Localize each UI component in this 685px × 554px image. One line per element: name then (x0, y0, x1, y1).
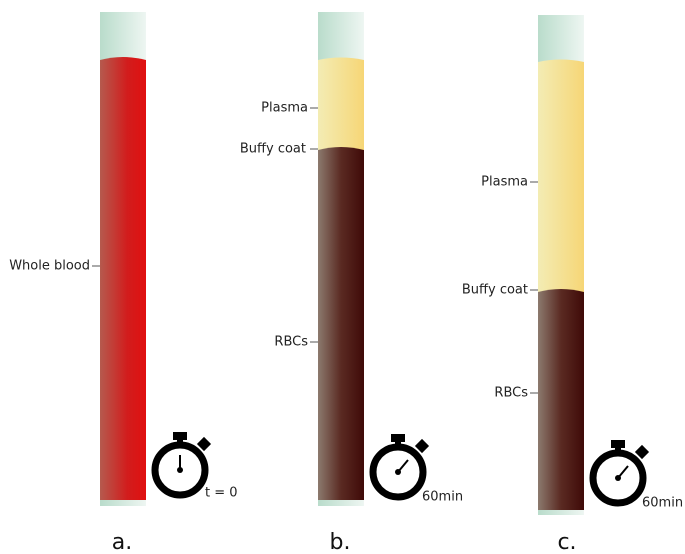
timer-label: 60min (642, 496, 683, 511)
tube-b: Plasma Buffy coat RBCs 60min b. (240, 12, 463, 554)
tube-cap (100, 12, 146, 60)
tube-cap (538, 15, 584, 62)
panel-caption: c. (557, 530, 576, 554)
layer-label: Plasma (261, 101, 308, 116)
panel-caption: b. (330, 530, 351, 554)
timer-label: 60min (422, 490, 463, 505)
tube-cap (318, 12, 364, 60)
plasma-layer (538, 59, 584, 292)
plasma-layer (318, 57, 364, 150)
tube-bottom (538, 510, 584, 515)
tube-bottom (100, 500, 146, 506)
whole-blood-layer (100, 57, 146, 500)
layer-label: Plasma (481, 175, 528, 190)
tube-a: Whole blood t = 0 a. (9, 12, 238, 554)
layer-label: Buffy coat (240, 142, 306, 157)
layer-label: Buffy coat (462, 283, 528, 298)
tube-bottom (318, 500, 364, 506)
timer-label: t = 0 (205, 486, 238, 501)
stopwatch (373, 434, 429, 497)
layer-label: RBCs (494, 386, 528, 401)
tube-c: Plasma Buffy coat RBCs 60min c. (462, 15, 683, 554)
panel-caption: a. (112, 530, 132, 554)
stopwatch (593, 440, 649, 503)
rbc-layer (318, 147, 364, 500)
layer-label: Whole blood (9, 259, 90, 274)
rbc-layer (538, 289, 584, 510)
layer-label: RBCs (274, 335, 308, 350)
stopwatch (155, 432, 211, 495)
